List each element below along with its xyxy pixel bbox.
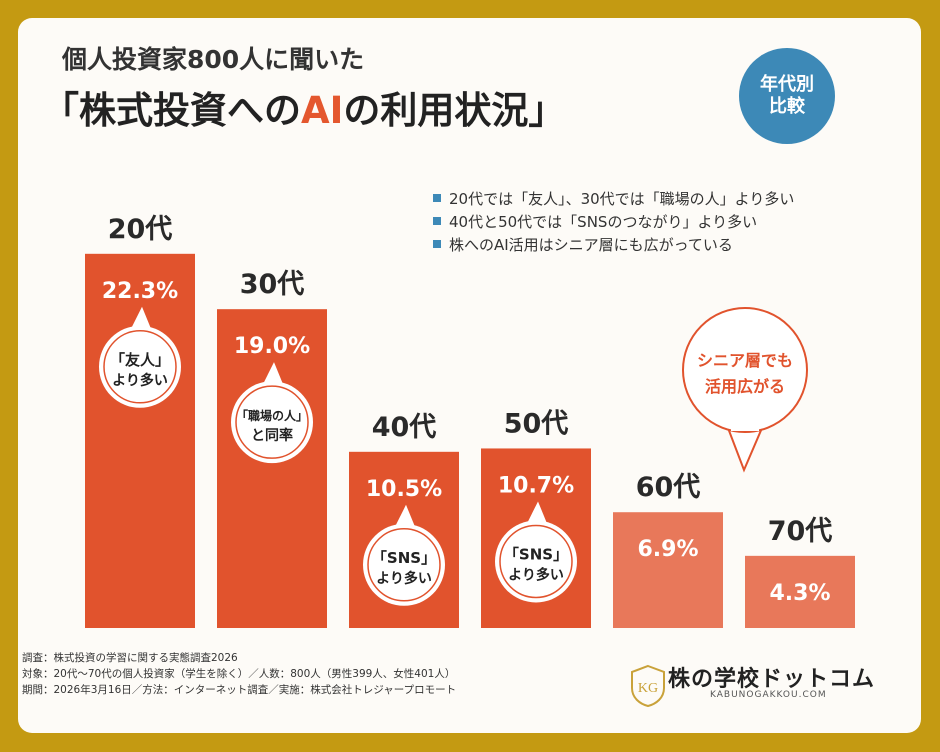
speech-bubble-tail bbox=[263, 362, 283, 385]
annotation-line1: 「SNS」 bbox=[372, 549, 436, 567]
footer-line: 対象：20代～70代の個人投資家（学生を除く）／人数：800人（男性399人、女… bbox=[22, 668, 456, 680]
age-comparison-badge: 年代別 比較 bbox=[739, 48, 835, 144]
annotation-line1: 「SNS」 bbox=[504, 545, 568, 563]
value-label: 10.7% bbox=[498, 473, 574, 498]
logo-mark: KG bbox=[638, 681, 658, 696]
bullet-square-icon bbox=[433, 193, 441, 202]
value-label: 6.9% bbox=[637, 537, 698, 562]
value-label: 22.3% bbox=[102, 279, 178, 304]
callout-bubble bbox=[682, 307, 808, 433]
annotation-line1: 「友人」 bbox=[110, 351, 170, 369]
value-label: 4.3% bbox=[769, 581, 830, 606]
annotation-line2: より多い bbox=[508, 566, 564, 583]
logo-name: 株の学校ドットコム bbox=[668, 667, 876, 692]
speech-bubble-tail bbox=[527, 501, 547, 524]
speech-bubble bbox=[99, 325, 181, 408]
title-ai: AI bbox=[301, 89, 344, 132]
annotation-line2: より多い bbox=[376, 570, 432, 587]
bullet-square-icon bbox=[433, 216, 441, 225]
speech-bubble bbox=[495, 520, 577, 603]
callout-line2: 活用広がる bbox=[705, 377, 785, 396]
annotation-line1: 「職場の人」 bbox=[236, 408, 308, 423]
category-label: 60代 bbox=[636, 472, 701, 503]
category-label: 30代 bbox=[240, 269, 305, 300]
logo-shield-icon: KG bbox=[631, 664, 665, 708]
bar bbox=[85, 253, 195, 628]
note-item: 株へのAI活用はシニア層にも広がっている bbox=[433, 234, 794, 257]
bullet-square-icon bbox=[433, 239, 441, 248]
title-close: の利用状況」 bbox=[343, 89, 566, 132]
badge-line2: 比較 bbox=[769, 96, 805, 117]
note-item: 20代では「友人」、30代では「職場の人」より多い bbox=[433, 188, 794, 211]
speech-bubble-ring bbox=[499, 524, 573, 599]
note-item: 40代と50代では「SNSのつながり」より多い bbox=[433, 211, 794, 234]
title-open: 「株式投資への bbox=[42, 89, 301, 132]
subtitle: 個人投資家800人に聞いた bbox=[62, 45, 365, 74]
annotation-line2: より多い bbox=[112, 372, 168, 389]
speech-bubble-ring bbox=[103, 330, 177, 404]
category-label: 40代 bbox=[372, 412, 437, 443]
badge-line1: 年代別 bbox=[760, 74, 814, 95]
value-label: 19.0% bbox=[234, 334, 310, 359]
speech-bubble bbox=[363, 523, 445, 606]
callout-tail bbox=[726, 427, 764, 473]
survey-footer: 調査：株式投資の学習に関する実態調査2026 対象：20代～70代の個人投資家（… bbox=[22, 650, 456, 698]
logo-url: KABUNOGAKKOU.COM bbox=[710, 690, 827, 700]
speech-bubble-ring bbox=[235, 385, 309, 459]
bar bbox=[613, 512, 723, 628]
page-title: 「株式投資へのAIの利用状況」 bbox=[42, 80, 565, 134]
category-label: 70代 bbox=[768, 516, 833, 547]
bar bbox=[745, 555, 855, 628]
value-label: 10.5% bbox=[366, 477, 442, 502]
bar bbox=[217, 309, 327, 628]
speech-bubble-ring bbox=[367, 528, 441, 602]
category-label: 50代 bbox=[504, 408, 569, 439]
annotation-line2: と同率 bbox=[251, 427, 293, 444]
footer-line: 調査：株式投資の学習に関する実態調査2026 bbox=[22, 652, 238, 664]
speech-bubble-tail bbox=[131, 306, 151, 329]
speech-bubble-tail bbox=[395, 504, 415, 527]
footer-line: 期間：2026年3月16日／方法：インターネット調査／実施：株式会社トレジャープ… bbox=[22, 684, 457, 696]
notes-list: 20代では「友人」、30代では「職場の人」より多い 40代と50代では「SNSの… bbox=[433, 188, 794, 257]
category-label: 20代 bbox=[108, 214, 173, 245]
callout-line1: シニア層でも bbox=[697, 351, 793, 370]
callout-joint bbox=[731, 423, 759, 431]
speech-bubble bbox=[231, 381, 313, 464]
